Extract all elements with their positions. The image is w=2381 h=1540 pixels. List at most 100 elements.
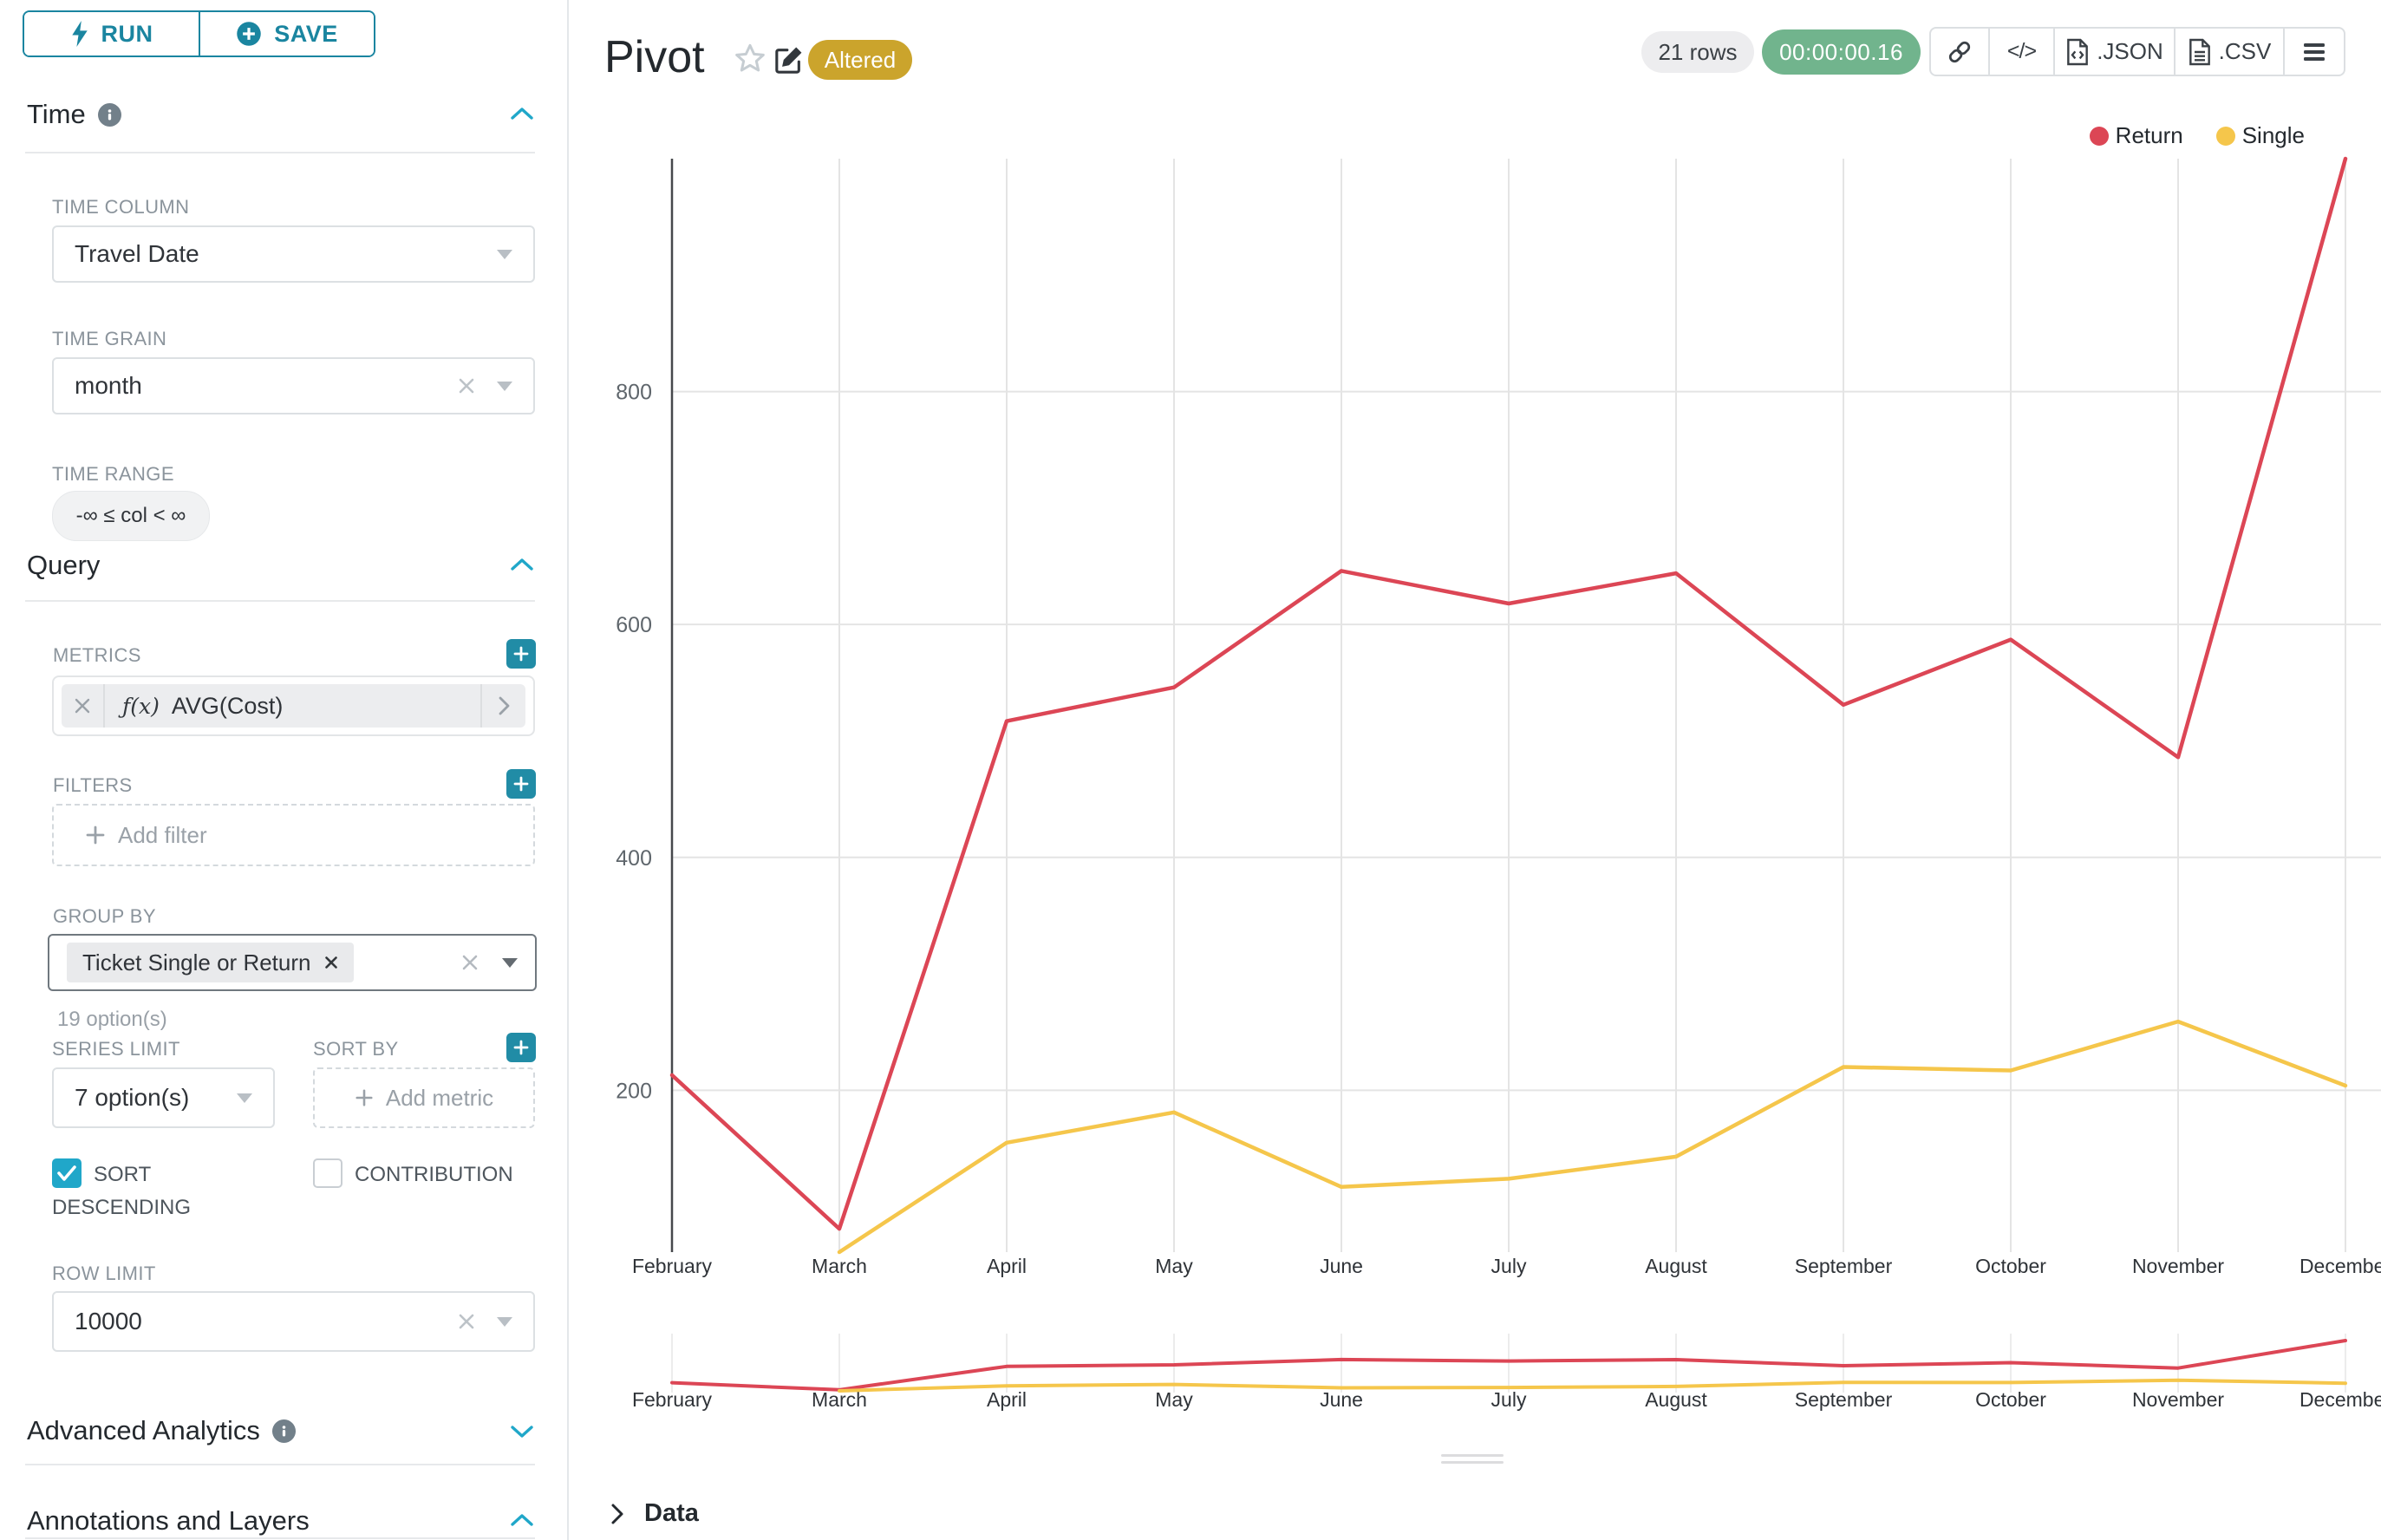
legend-dot-icon (2089, 126, 2109, 146)
series-limit-value: 7 option(s) (75, 1084, 190, 1111)
advanced-analytics-title: Advanced Analytics (27, 1415, 260, 1445)
x-axis-label: October (1975, 1255, 2046, 1277)
chevron-right-icon[interactable] (480, 684, 525, 728)
favorite-star-icon[interactable] (733, 42, 767, 76)
copy-link-button[interactable] (1931, 29, 1988, 75)
x-axis-label: June (1320, 1255, 1363, 1277)
data-panel-label: Data (644, 1499, 699, 1527)
return-mini-line-series (670, 1339, 2347, 1392)
add-filter-dropzone[interactable]: Add filter (52, 804, 535, 866)
clear-icon[interactable] (457, 376, 476, 395)
query-section-title: Query (27, 550, 101, 580)
panel-divider[interactable] (567, 0, 569, 1540)
add-filter-placeholder: Add filter (118, 821, 207, 848)
export-csv-label: .CSV (2218, 38, 2272, 64)
legend-label: Return (2115, 122, 2183, 148)
lightning-icon (71, 21, 88, 47)
chevron-up-icon[interactable] (510, 1512, 534, 1528)
group-by-tag[interactable]: Ticket Single or Return (67, 943, 355, 982)
time-range-value: -∞ ≤ col < ∞ (75, 504, 186, 527)
section-divider (25, 1537, 535, 1539)
export-json-button[interactable]: .JSON (2053, 29, 2174, 75)
annotations-header[interactable]: Annotations and Layers (27, 1505, 310, 1537)
add-metric-button[interactable] (506, 639, 536, 669)
chevron-right-icon (611, 1504, 623, 1524)
chevron-up-icon[interactable] (510, 557, 534, 572)
x-axis-label: December (2299, 1255, 2381, 1277)
metrics-label: METRICS (53, 644, 141, 666)
y-axis-label: 600 (616, 613, 652, 637)
remove-metric-icon[interactable] (62, 684, 105, 728)
mini-x-axis-label: November (2132, 1388, 2224, 1411)
chevron-down-icon[interactable] (510, 1424, 534, 1439)
chevron-down-icon[interactable] (497, 1316, 512, 1327)
chevron-up-icon[interactable] (510, 106, 534, 121)
chevron-down-icon[interactable] (497, 381, 512, 391)
chevron-down-icon[interactable] (237, 1093, 252, 1103)
time-column-select[interactable]: Travel Date (52, 225, 535, 283)
chevron-down-icon[interactable] (497, 249, 512, 259)
add-filter-button[interactable] (506, 769, 536, 799)
row-limit-select[interactable]: 10000 (52, 1291, 535, 1352)
function-icon: ƒ(x) (122, 693, 160, 719)
control-panel-sidebar: RUN SAVE Time TIME COLUMN Travel Date TI… (0, 0, 567, 1540)
time-column-value: Travel Date (75, 240, 199, 267)
annotations-title: Annotations and Layers (27, 1505, 310, 1536)
series-limit-select[interactable]: 7 option(s) (52, 1067, 275, 1128)
query-section-header[interactable]: Query (27, 550, 100, 581)
add-sort-metric-button[interactable] (506, 1033, 536, 1062)
run-button[interactable]: RUN (24, 12, 199, 55)
section-divider (25, 600, 535, 602)
altered-badge[interactable]: Altered (808, 40, 912, 80)
info-icon (97, 102, 121, 127)
row-count-badge: 21 rows (1641, 31, 1754, 73)
metric-pill[interactable]: ƒ(x) AVG(Cost) (62, 684, 525, 728)
query-timer-label: 00:00:00.16 (1779, 38, 1903, 65)
embed-code-button[interactable]: </> (1988, 29, 2053, 75)
chart-action-toolbar: </> .JSON .CSV (1929, 27, 2345, 76)
chart-legend: Return Single (2089, 122, 2305, 149)
mini-x-axis-label: June (1320, 1388, 1363, 1411)
edit-title-icon[interactable] (774, 45, 804, 75)
contribution-label: CONTRIBUTION (355, 1163, 513, 1186)
x-axis-label: August (1645, 1255, 1707, 1277)
chart-title: Pivot (604, 32, 705, 82)
y-axis-label: 200 (616, 1079, 652, 1103)
time-range-pill[interactable]: -∞ ≤ col < ∞ (52, 491, 210, 541)
altered-badge-label: Altered (824, 46, 897, 73)
single-line-series (837, 1019, 2348, 1255)
sort-descending-checkbox[interactable] (52, 1158, 82, 1188)
data-panel-toggle[interactable]: Data (610, 1499, 699, 1528)
save-button[interactable]: SAVE (199, 12, 374, 55)
section-divider (25, 1464, 535, 1465)
group-by-select[interactable]: Ticket Single or Return (48, 934, 537, 991)
legend-item-single[interactable]: Single (2215, 122, 2305, 149)
clear-icon[interactable] (460, 953, 479, 972)
sort-by-dropzone[interactable]: Add metric (313, 1067, 535, 1128)
x-axis-label: February (632, 1255, 713, 1277)
more-options-button[interactable] (2283, 29, 2344, 75)
info-icon (271, 1419, 296, 1443)
export-csv-button[interactable]: .CSV (2174, 29, 2283, 75)
mini-x-axis-label: August (1645, 1388, 1707, 1411)
chevron-down-icon[interactable] (502, 957, 518, 968)
mini-x-axis-label: September (1795, 1388, 1893, 1411)
metric-name: AVG(Cost) (171, 692, 284, 719)
legend-item-return[interactable]: Return (2089, 122, 2183, 149)
time-section-header[interactable]: Time (27, 99, 121, 130)
y-axis-label: 800 (616, 381, 652, 405)
group-by-tag-label: Ticket Single or Return (82, 949, 311, 976)
single-mini-line-series (838, 1378, 2347, 1393)
contribution-checkbox[interactable] (313, 1158, 342, 1188)
plus-icon (86, 825, 105, 845)
time-grain-select[interactable]: month (52, 357, 535, 414)
remove-tag-icon[interactable] (324, 956, 338, 969)
clear-icon[interactable] (457, 1312, 476, 1331)
panel-resize-handle[interactable] (1441, 1454, 1504, 1468)
file-code-icon (2067, 38, 2089, 65)
x-axis-label: September (1795, 1255, 1893, 1277)
advanced-analytics-header[interactable]: Advanced Analytics (27, 1415, 296, 1446)
time-range-label: TIME RANGE (52, 463, 174, 485)
